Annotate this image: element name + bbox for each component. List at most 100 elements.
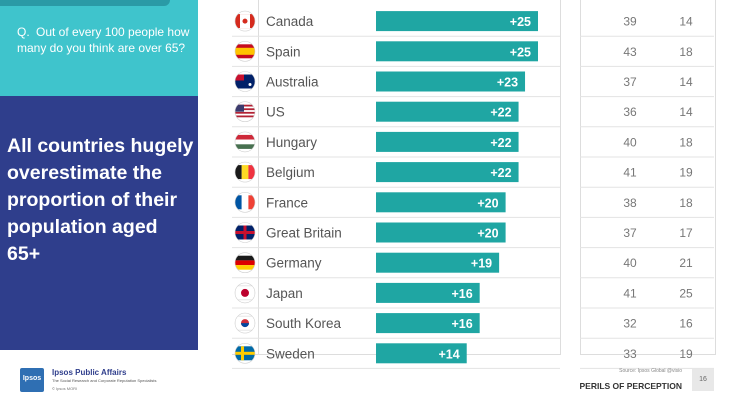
country-label: France <box>266 195 308 210</box>
actual-value: 17 <box>679 226 693 240</box>
bar-value-label: +20 <box>477 196 498 210</box>
header-tab-strip <box>0 0 170 6</box>
flag-ring <box>234 101 256 122</box>
bar <box>376 162 519 183</box>
question-panel: Q. Out of every 100 people how many do yo… <box>0 0 198 96</box>
canada-flag-icon <box>235 14 255 29</box>
bar-value-label: +16 <box>451 317 472 331</box>
spain-flag-icon <box>235 44 255 59</box>
france-flag-icon <box>235 195 255 210</box>
guess-value: 37 <box>623 226 637 240</box>
flag-ring <box>234 40 256 62</box>
australia-flag-icon <box>235 74 255 89</box>
bar <box>376 313 480 334</box>
guess-value: 32 <box>623 317 637 331</box>
actual-value: 18 <box>679 196 693 210</box>
guess-value: 36 <box>623 105 637 119</box>
country-label: Belgium <box>266 165 315 180</box>
ipsos-copyright: © Ipsos MORI <box>52 386 78 391</box>
bar-value-label: +23 <box>497 76 518 90</box>
guess-value: 41 <box>623 286 637 300</box>
bar <box>376 131 519 152</box>
question-marker: Q. <box>17 25 30 39</box>
guess-value: 38 <box>623 196 637 210</box>
germany-flag-icon <box>235 255 255 270</box>
headline-panel: All countries hugely overestimate the pr… <box>0 96 198 350</box>
ipsos-brand: Ipsos Public Affairs The Social Research… <box>52 368 222 391</box>
guess-value: 33 <box>623 347 637 361</box>
bar-value-label: +14 <box>439 347 460 361</box>
actual-value: 16 <box>679 317 693 331</box>
bar-value-label: +20 <box>477 227 498 241</box>
flag-ring <box>234 342 256 364</box>
hungary-flag-icon <box>235 134 255 149</box>
bar <box>376 192 506 213</box>
ipsos-brand-subtitle: The Social Research and Corporate Reputa… <box>52 378 157 383</box>
ipsos-logo-text: Ipsos <box>22 375 42 382</box>
actual-value: 19 <box>679 347 693 361</box>
headline-text: All countries hugely overestimate the pr… <box>7 135 194 265</box>
bar <box>376 343 467 364</box>
south-korea-flag-icon <box>235 315 255 331</box>
flag-ring <box>234 222 256 243</box>
flag-ring <box>234 252 256 274</box>
bar-value-label: +16 <box>451 287 472 301</box>
guess-value: 40 <box>623 256 637 270</box>
guess-value: 40 <box>623 135 637 149</box>
ipsos-brand-title: Ipsos Public Affairs <box>52 368 127 377</box>
great-britain-flag-icon <box>235 225 255 240</box>
flag-ring <box>234 10 256 32</box>
country-label: Hungary <box>266 135 317 150</box>
series-title: PERILS OF PERCEPTION <box>579 381 683 391</box>
bar-value-label: +25 <box>510 15 531 29</box>
actual-value: 18 <box>679 45 693 59</box>
country-label: Great Britain <box>266 226 342 241</box>
guess-value: 43 <box>623 45 637 59</box>
bar-value-label: +19 <box>471 257 492 271</box>
flag-column-divider <box>258 0 259 354</box>
actual-value: 18 <box>679 135 693 149</box>
guess-value: 39 <box>623 15 637 29</box>
actual-value: 14 <box>679 15 693 29</box>
country-label: Germany <box>266 256 322 271</box>
flag-ring <box>234 161 256 183</box>
bar <box>376 222 506 243</box>
us-flag-icon <box>235 104 255 119</box>
sweden-flag-icon <box>235 346 255 361</box>
country-label: Australia <box>266 75 319 90</box>
bar <box>376 101 519 122</box>
flag-ring <box>234 71 256 92</box>
actual-value: 14 <box>679 75 693 89</box>
bar-value-label: +22 <box>490 136 511 150</box>
country-label: South Korea <box>266 316 342 331</box>
flag-ring <box>234 192 256 213</box>
ipsos-logo-icon: Ipsos <box>20 368 44 392</box>
flag-ring <box>234 131 256 153</box>
guess-value: 37 <box>623 75 637 89</box>
bar <box>376 71 526 92</box>
bar <box>376 252 500 273</box>
numbers-frame <box>580 0 716 355</box>
japan-flag-icon <box>235 285 255 301</box>
bar-value-label: +22 <box>490 166 511 180</box>
bar-value-label: +25 <box>510 45 531 59</box>
flag-ring <box>234 282 256 304</box>
country-label: Japan <box>266 286 303 301</box>
question-body: Out of every 100 people how many do you … <box>17 25 190 55</box>
question-text: Q. Out of every 100 people how many do yo… <box>17 24 192 56</box>
country-label: Sweden <box>266 346 315 361</box>
actual-value: 14 <box>679 105 693 119</box>
actual-value: 25 <box>679 286 693 300</box>
flag-ring <box>234 312 256 334</box>
country-label: US <box>266 105 285 120</box>
guess-value: 41 <box>623 166 637 180</box>
belgium-flag-icon <box>235 165 255 180</box>
actual-value: 19 <box>679 166 693 180</box>
page-number: 16 <box>692 369 714 391</box>
actual-value: 21 <box>679 256 693 270</box>
bar <box>376 282 480 303</box>
bar <box>376 11 538 32</box>
country-label: Canada <box>266 14 314 29</box>
bar <box>376 41 538 62</box>
